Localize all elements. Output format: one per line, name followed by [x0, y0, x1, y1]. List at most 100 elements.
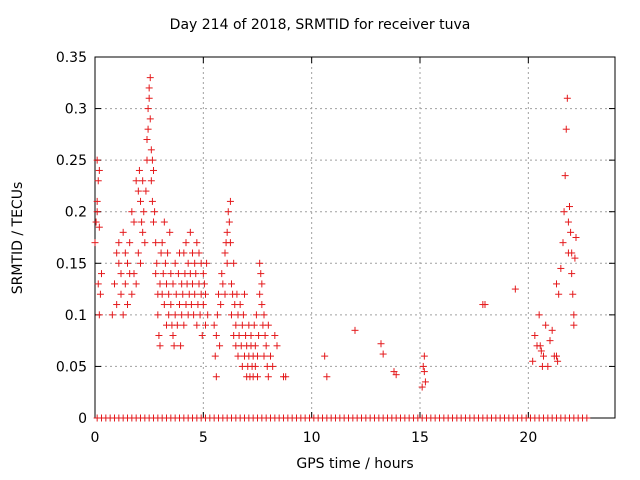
data-point	[113, 249, 121, 257]
data-point	[531, 331, 539, 339]
data-point	[273, 342, 281, 350]
y-tick-label: 0.1	[65, 308, 87, 324]
data-point	[124, 301, 131, 309]
data-point	[571, 254, 579, 262]
data-point	[241, 290, 248, 298]
y-tick-label: 0.25	[56, 153, 87, 169]
data-point	[261, 331, 269, 339]
data-point	[555, 290, 563, 298]
data-point	[143, 136, 151, 144]
data-point	[215, 290, 222, 298]
data-point	[257, 270, 265, 278]
data-point	[147, 146, 155, 154]
y-tick-label: 0.35	[56, 50, 87, 66]
data-point	[121, 280, 129, 288]
data-point	[563, 94, 571, 102]
data-point	[167, 301, 175, 309]
data-point	[117, 290, 125, 298]
data-point	[321, 352, 329, 360]
data-point	[420, 352, 428, 360]
x-tick-label: 20	[519, 430, 537, 446]
data-point	[115, 259, 123, 267]
data-point	[230, 259, 238, 267]
data-point	[260, 311, 268, 319]
data-point	[564, 218, 572, 226]
data-point	[212, 373, 220, 381]
data-point	[228, 311, 235, 319]
data-point	[178, 311, 186, 319]
x-tick-label: 0	[91, 430, 100, 446]
chart-title: Day 214 of 2018, SRMTID for receiver tuv…	[169, 17, 471, 33]
ticks: 0 5 10 15 20 0 0.05 0.1 0.15 0.2 0.25 0.3 0.35	[56, 50, 615, 446]
data-point	[544, 362, 552, 370]
data-point	[137, 259, 144, 267]
y-tick-label: 0.2	[65, 205, 87, 221]
data-point	[134, 187, 142, 195]
data-point	[151, 208, 159, 216]
data-point	[160, 301, 168, 309]
data-point	[239, 311, 247, 319]
data-point	[262, 342, 270, 350]
data-point	[130, 218, 138, 226]
data-point	[195, 249, 203, 257]
data-point	[155, 331, 163, 339]
data-point	[158, 239, 166, 247]
data-point	[146, 115, 154, 123]
data-point	[228, 280, 235, 288]
data-point	[138, 218, 146, 226]
data-point	[95, 166, 103, 174]
y-tick-label: 0.3	[65, 102, 87, 118]
data-point	[96, 290, 104, 298]
data-point	[251, 362, 259, 370]
data-point	[566, 203, 573, 211]
axes	[94, 56, 616, 419]
data-point	[189, 249, 196, 257]
data-point	[165, 290, 173, 298]
data-point	[142, 187, 150, 195]
data-point	[567, 228, 575, 236]
data-point	[152, 270, 160, 278]
data-point	[420, 368, 428, 376]
data-point	[264, 321, 272, 329]
data-point	[351, 326, 359, 334]
data-point	[557, 264, 565, 272]
data-point	[94, 280, 102, 288]
data-point	[232, 321, 240, 329]
x-tick-label: 5	[199, 430, 208, 446]
data-point	[193, 321, 201, 329]
data-point	[156, 280, 164, 288]
data-point	[570, 321, 578, 329]
data-point	[196, 311, 204, 319]
data-point	[128, 208, 136, 216]
data-point	[92, 218, 100, 226]
data-point	[171, 259, 179, 267]
data-point	[392, 371, 400, 379]
plot-frame	[94, 56, 616, 419]
data-point	[165, 311, 173, 319]
data-point	[144, 125, 152, 133]
data-point	[119, 228, 127, 236]
grid-lines	[95, 57, 615, 418]
data-point	[211, 352, 219, 360]
data-point	[210, 321, 218, 329]
data-point	[568, 249, 576, 257]
data-point	[157, 249, 165, 257]
data-point	[282, 373, 290, 381]
data-point	[150, 218, 157, 226]
data-point	[140, 208, 148, 216]
data-point	[233, 290, 241, 298]
data-point	[198, 331, 206, 339]
data-point	[172, 290, 180, 298]
data-point	[203, 259, 211, 267]
data-point	[221, 290, 229, 298]
data-point	[254, 373, 261, 381]
y-tick-label: 0.05	[56, 359, 87, 375]
data-point	[560, 208, 568, 216]
data-point	[144, 105, 152, 113]
data-point	[193, 239, 201, 247]
data-point	[377, 340, 385, 348]
data-point	[148, 156, 156, 164]
data-point	[180, 321, 188, 329]
data-point	[132, 177, 140, 185]
data-point	[481, 301, 489, 309]
